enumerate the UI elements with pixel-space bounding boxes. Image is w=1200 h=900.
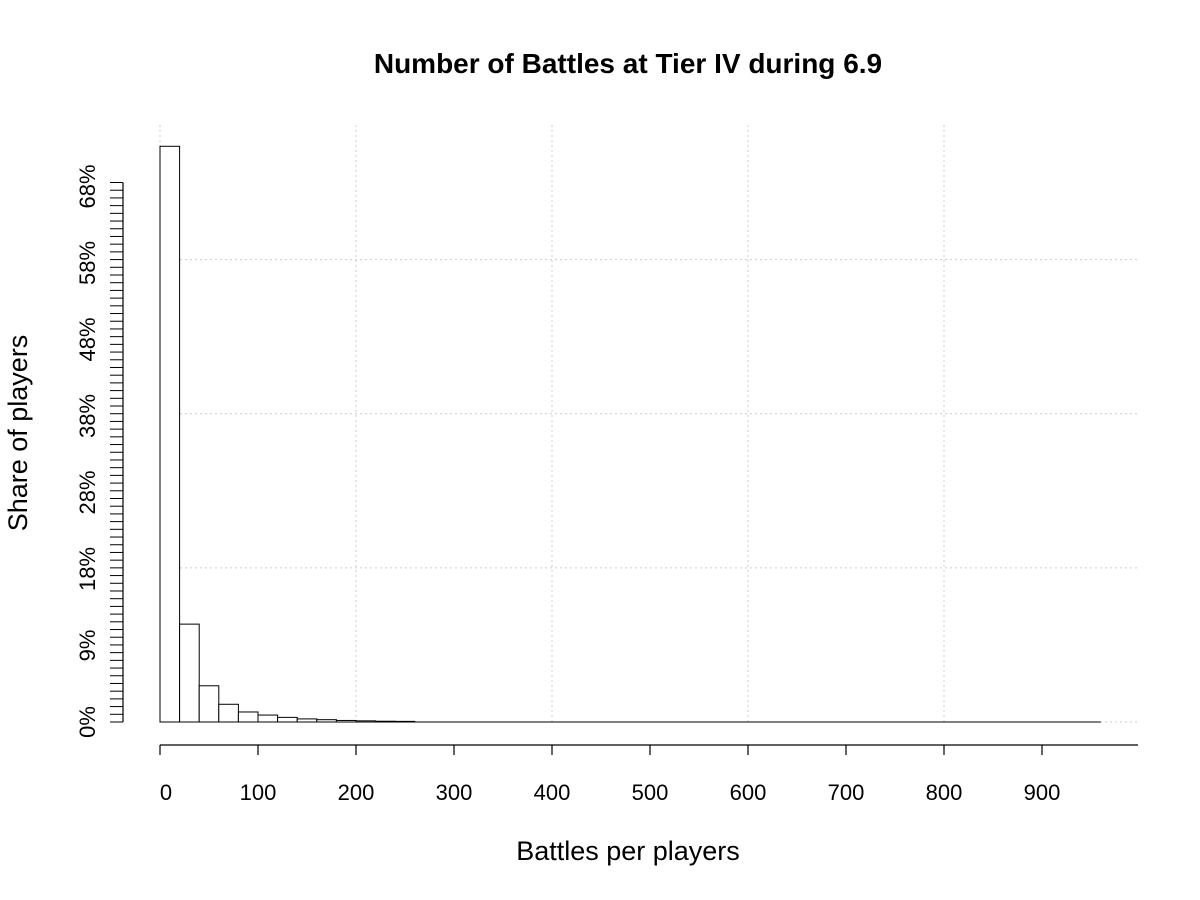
y-axis: 0% 9% 18% 28% 38% 48% 58% 68% bbox=[75, 164, 124, 738]
y-tick-label: 18% bbox=[75, 547, 100, 591]
x-tick-label: 100 bbox=[240, 780, 277, 805]
histogram-bars bbox=[159, 145, 1101, 723]
y-tick-label: 28% bbox=[75, 470, 100, 514]
y-tick-label: 38% bbox=[75, 394, 100, 438]
grid-lines bbox=[159, 125, 1138, 723]
x-tick-label: 600 bbox=[730, 780, 767, 805]
x-tick-label: 0 bbox=[160, 780, 172, 805]
histogram-bar bbox=[355, 720, 377, 723]
x-tick-label: 200 bbox=[338, 780, 375, 805]
x-tick-label: 300 bbox=[436, 780, 473, 805]
histogram-bar bbox=[257, 714, 279, 723]
y-tick-label: 58% bbox=[75, 241, 100, 285]
histogram-bar bbox=[159, 145, 181, 723]
histogram-bar bbox=[316, 719, 337, 723]
histogram-bar bbox=[198, 685, 220, 723]
histogram-bar bbox=[277, 716, 298, 723]
histogram-bar bbox=[335, 719, 357, 723]
x-tick-label: 800 bbox=[926, 780, 963, 805]
histogram-bar bbox=[296, 718, 318, 723]
x-tick-label: 900 bbox=[1024, 780, 1061, 805]
x-tick-label: 400 bbox=[534, 780, 571, 805]
histogram-bar bbox=[218, 703, 239, 723]
histogram-bar bbox=[179, 623, 200, 723]
x-tick-label: 700 bbox=[828, 780, 865, 805]
x-tick-label: 500 bbox=[632, 780, 669, 805]
y-tick-label: 9% bbox=[75, 630, 100, 662]
x-axis-label: Battles per players bbox=[516, 836, 740, 866]
y-axis-label: Share of players bbox=[3, 335, 33, 532]
chart-title: Number of Battles at Tier IV during 6.9 bbox=[374, 48, 882, 79]
y-tick-label: 48% bbox=[75, 317, 100, 361]
y-tick-label: 68% bbox=[75, 164, 100, 208]
histogram-bar bbox=[375, 720, 396, 723]
y-tick-label: 0% bbox=[75, 706, 100, 738]
histogram-bar bbox=[394, 720, 416, 723]
histogram-bar bbox=[237, 711, 259, 723]
x-axis: 0 100 200 300 400 500 600 700 800 900 bbox=[159, 744, 1138, 805]
